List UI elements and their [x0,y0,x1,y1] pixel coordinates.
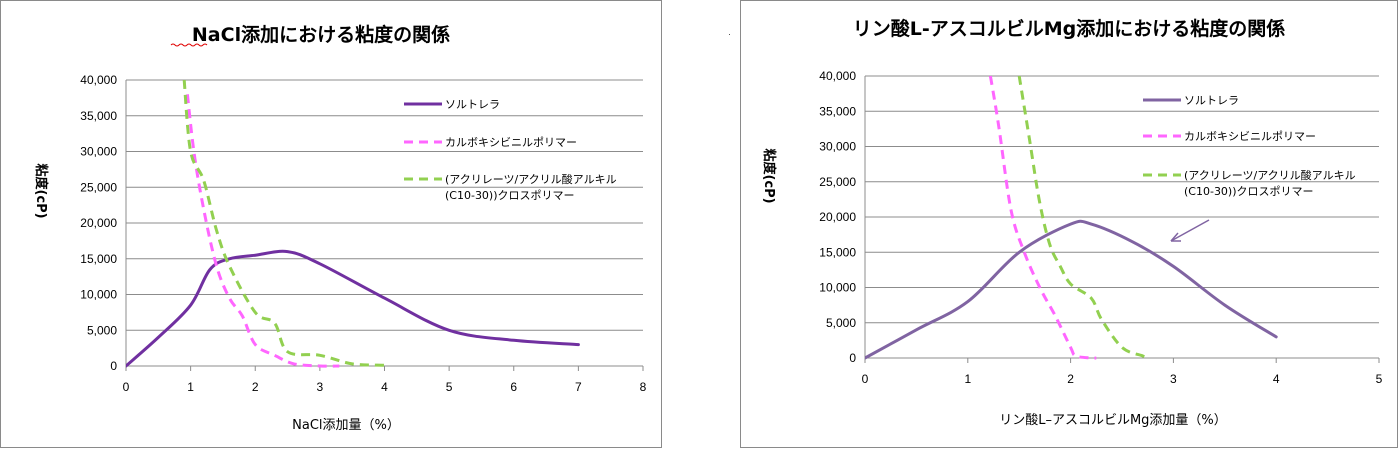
y-tick-label: 35,000 [80,109,117,123]
y-tick-label: 30,000 [80,145,117,159]
chart-svg-ascorbyl: リン酸L-アスコルビルMg添加における粘度の関係 0 5,000 10,000 15,0… [761,17,1383,428]
x-tick-label: 1 [964,372,971,386]
x-tick-label: 2 [1067,372,1074,386]
y-tick-label: 20,000 [80,216,117,230]
x-tick-label: 5 [446,380,453,394]
x-tick-label: 4 [1273,372,1280,386]
y-axis-label: 粘度(cP) [761,147,777,203]
chart-svg-nacl: NaCl添加における粘度の関係 0 5,000 10,000 15,000 20,000 2… [33,23,647,433]
series-line-3 [1017,76,1149,360]
y-tick-label: 10,000 [819,281,856,295]
legend-label-1: ソルトレラ [445,98,500,111]
x-tick-label: 8 [640,380,647,394]
legend-label-2: カルボキシビニルポリマー [1184,130,1316,143]
x-tick-label: 6 [510,380,517,394]
y-tick-label: 40,000 [819,69,856,83]
x-tick-label: 4 [381,380,388,394]
y-tick-label: 15,000 [819,245,856,259]
series-line-2 [988,76,1097,360]
x-axis-label: NaCl添加量（%） [292,418,400,433]
spellcheck-underline [170,43,208,47]
y-tick-label: 5,000 [87,323,117,337]
chart-panel-nacl: NaCl添加における粘度の関係 0 5,000 10,000 15,000 20,000 2… [0,0,662,448]
y-tick-label: 0 [110,359,117,373]
legend-label-2: カルボキシビニルポリマー [445,136,577,149]
x-tick-label: 2 [252,380,259,394]
y-tick-label: 15,000 [80,252,117,266]
x-tick-label: 7 [575,380,582,394]
x-tick-label: 1 [187,380,194,394]
y-axis-label: 粘度(cP) [33,162,49,218]
x-axis-label: リン酸L–アスコルビルMg添加量（%） [999,413,1227,428]
x-tick-label: 5 [1376,372,1383,386]
y-tick-label: 5,000 [826,316,856,330]
series-line-2 [185,94,340,368]
y-tick-label: 35,000 [819,104,856,118]
annotation-arrowhead [1170,232,1181,242]
x-tick-label: 0 [123,380,130,394]
legend-label-3: (C10-30))クロスポリマー [445,189,575,202]
legend-label-3: (アクリレーツ/アクリル酸アルキル [445,172,617,186]
legend-label-3: (C10-30))クロスポリマー [1184,185,1314,198]
chart-panel-ascorbyl: リン酸L-アスコルビルMg添加における粘度の関係 0 5,000 10,000 15,0… [740,0,1398,448]
chart-title: リン酸L-アスコルビルMg添加における粘度の関係 [853,17,1286,40]
annotation-arrow [1170,219,1210,242]
stray-dot [729,34,730,35]
y-tick-label: 10,000 [80,288,117,302]
x-tick-label: 3 [317,380,324,394]
legend-label-1: ソルトレラ [1184,94,1239,107]
y-tick-label: 20,000 [819,210,856,224]
y-tick-label: 0 [849,351,856,365]
series-line-1 [126,249,580,368]
chart-title: NaCl添加における粘度の関係 [192,23,450,46]
y-tick-label: 25,000 [819,175,856,189]
legend-label-3: (アクリレーツ/アクリル酸アルキル [1184,168,1356,182]
y-tick-label: 40,000 [80,73,117,87]
x-tick-label: 0 [862,372,869,386]
series-line-1 [865,219,1278,360]
y-tick-label: 30,000 [819,140,856,154]
x-tick-label: 3 [1170,372,1177,386]
y-tick-label: 25,000 [80,180,117,194]
series-line-3 [182,80,385,367]
